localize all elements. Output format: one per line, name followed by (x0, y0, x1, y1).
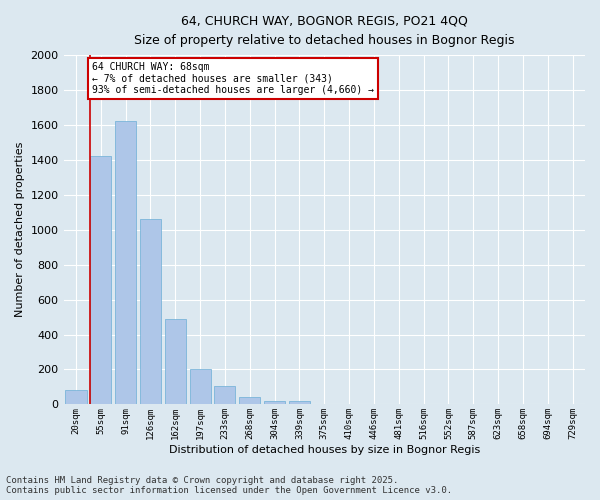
Bar (289, 402, 310, 404)
Bar (190, 368, 211, 404)
Bar (239, 397, 260, 404)
Bar (264, 400, 285, 404)
Bar (115, 122, 136, 405)
X-axis label: Distribution of detached houses by size in Bognor Regis: Distribution of detached houses by size … (169, 445, 480, 455)
Bar (90, 156, 112, 404)
Text: 64 CHURCH WAY: 68sqm
← 7% of detached houses are smaller (343)
93% of semi-detac: 64 CHURCH WAY: 68sqm ← 7% of detached ho… (92, 62, 374, 96)
Bar (165, 319, 186, 404)
Text: Contains HM Land Registry data © Crown copyright and database right 2025.
Contai: Contains HM Land Registry data © Crown c… (6, 476, 452, 495)
Y-axis label: Number of detached properties: Number of detached properties (15, 142, 25, 318)
Bar (214, 386, 235, 404)
Bar (140, 220, 161, 404)
Title: 64, CHURCH WAY, BOGNOR REGIS, PO21 4QQ
Size of property relative to detached hou: 64, CHURCH WAY, BOGNOR REGIS, PO21 4QQ S… (134, 15, 515, 47)
Bar (65, 390, 86, 404)
